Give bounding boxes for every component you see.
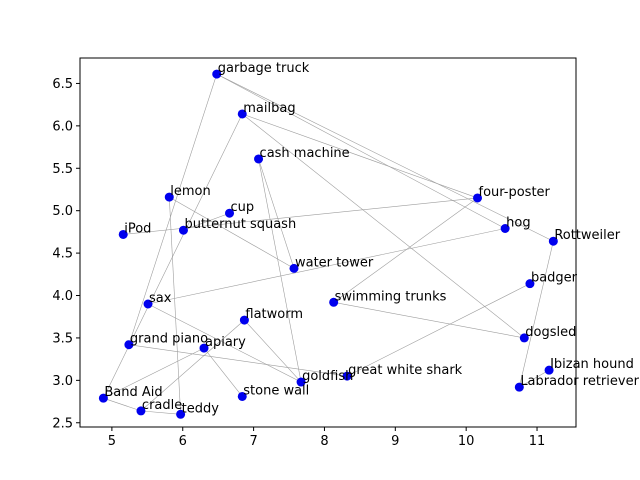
point-great-white-shark xyxy=(342,371,352,381)
edge-ibizan-hound-to-labrador-retriever xyxy=(519,369,550,388)
point-label-four-poster: four-poster xyxy=(479,185,551,200)
nodes-layer xyxy=(98,69,558,419)
point-flatworm xyxy=(239,315,249,325)
edge-flatworm-to-cradle xyxy=(140,319,245,412)
y-tick-label: 3.5 xyxy=(52,331,73,346)
point-label-badger: badger xyxy=(531,271,578,286)
point-label-garbage-truck: garbage truck xyxy=(218,61,310,76)
y-tick-label: 6.0 xyxy=(52,119,73,134)
point-label-cash-machine: cash machine xyxy=(260,146,350,161)
point-label-dogsled: dogsled xyxy=(525,325,576,340)
point-lemon xyxy=(164,192,174,202)
edge-cash-machine-to-goldfish xyxy=(258,158,302,383)
x-tick-label: 10 xyxy=(458,434,475,449)
point-label-grand-piano: grand piano xyxy=(130,332,208,347)
point-label-lemon: lemon xyxy=(170,184,210,199)
point-mailbag xyxy=(237,109,247,119)
point-label-hog: hog xyxy=(506,216,530,231)
point-label-mailbag: mailbag xyxy=(243,101,295,116)
point-label-butternut-squash: butternut squash xyxy=(184,217,296,232)
edge-swimming-trunks-to-dogsled xyxy=(333,302,525,339)
edge-mailbag-to-dogsled xyxy=(242,113,525,339)
edge-apiary-to-stone-wall xyxy=(203,347,243,397)
point-label-cup: cup xyxy=(231,200,255,215)
y-tick-label: 5.0 xyxy=(52,204,73,219)
point-badger xyxy=(525,279,535,289)
point-label-great-white-shark: great white shark xyxy=(348,363,463,378)
point-label-swimming-trunks: swimming trunks xyxy=(335,289,447,304)
point-cup xyxy=(225,208,235,218)
edge-mailbag-to-band-aid xyxy=(103,113,243,399)
edge-band-aid-to-cradle xyxy=(103,397,142,412)
point-teddy xyxy=(176,409,186,419)
y-tick-label: 6.5 xyxy=(52,77,73,92)
point-goldfish xyxy=(296,377,306,387)
point-apiary xyxy=(199,343,209,353)
point-four-poster xyxy=(473,193,483,203)
edge-garbage-truck-to-rottweiler xyxy=(216,73,554,242)
point-water-tower xyxy=(289,263,299,273)
point-cradle xyxy=(136,406,146,416)
point-label-flatworm: flatworm xyxy=(245,307,303,322)
edge-sax-to-goldfish xyxy=(147,303,302,383)
edge-rottweiler-to-labrador-retriever xyxy=(519,241,554,388)
point-label-labrador-retriever: Labrador retriever xyxy=(520,374,639,389)
edge-garbage-truck-to-hog xyxy=(216,73,506,229)
point-hog xyxy=(500,224,510,234)
edge-garbage-truck-to-grand-piano xyxy=(128,74,218,345)
point-ipod xyxy=(118,229,128,239)
edge-cash-machine-to-water-tower xyxy=(258,158,295,269)
point-dogsled xyxy=(519,333,529,343)
point-label-teddy: teddy xyxy=(182,401,220,416)
edge-apiary-to-band-aid xyxy=(103,347,205,399)
x-tick-label: 5 xyxy=(108,434,116,449)
point-stone-wall xyxy=(237,391,247,401)
edge-grand-piano-to-great-white-shark xyxy=(128,344,348,377)
point-grand-piano xyxy=(124,340,134,350)
x-tick-label: 8 xyxy=(320,434,328,449)
y-axis: 2.5 3.0 3.5 4.0 4.5 5.0 5.5 6.0 6.5 xyxy=(52,77,80,431)
point-garbage-truck xyxy=(212,69,222,79)
point-butternut-squash xyxy=(178,225,188,235)
edge-lemon-to-water-tower xyxy=(169,196,295,269)
y-tick-label: 4.5 xyxy=(52,247,73,262)
edge-badger-to-great-white-shark xyxy=(346,283,531,377)
plot-area-frame xyxy=(79,57,577,428)
edge-mailbag-to-four-poster xyxy=(242,113,478,199)
y-tick-label: 2.5 xyxy=(52,416,73,431)
point-ibizan-hound xyxy=(544,365,554,375)
point-labrador-retriever xyxy=(514,382,524,392)
point-label-ibizan-hound: Ibizan hound xyxy=(550,357,634,372)
edge-hog-to-sax xyxy=(147,228,506,305)
labels-layer: garbage truck mailbag cash machine lemon fou… xyxy=(104,61,639,416)
point-cash-machine xyxy=(254,154,264,164)
point-label-rottweiler: Rottweiler xyxy=(554,228,620,243)
y-tick-label: 4.0 xyxy=(52,289,73,304)
edge-cradle-to-teddy xyxy=(140,410,181,415)
point-swimming-trunks xyxy=(329,297,339,307)
point-sax xyxy=(143,299,153,309)
point-label-band-aid: Band Aid xyxy=(104,385,162,400)
x-axis: 5 6 7 8 9 10 11 xyxy=(108,427,546,449)
point-label-cradle: cradle xyxy=(142,398,182,413)
point-label-ipod: iPod xyxy=(124,221,151,236)
x-tick-label: 6 xyxy=(179,434,187,449)
edge-butternut-squash-to-cup xyxy=(183,212,230,231)
edge-four-poster-to-swimming-trunks xyxy=(333,197,478,303)
point-label-sax: sax xyxy=(149,291,172,306)
x-tick-label: 9 xyxy=(391,434,399,449)
y-tick-label: 5.5 xyxy=(52,162,73,177)
y-tick-label: 3.0 xyxy=(52,374,73,389)
point-label-goldfish: goldfish xyxy=(302,369,353,384)
point-rottweiler xyxy=(548,236,558,246)
point-label-stone-wall: stone wall xyxy=(243,383,309,398)
edge-flatworm-to-goldfish xyxy=(244,319,302,383)
point-label-water-tower: water tower xyxy=(295,255,374,270)
point-label-apiary: apiary xyxy=(205,335,246,350)
x-tick-label: 11 xyxy=(529,434,546,449)
x-tick-label: 7 xyxy=(249,434,257,449)
point-band-aid xyxy=(98,393,108,403)
